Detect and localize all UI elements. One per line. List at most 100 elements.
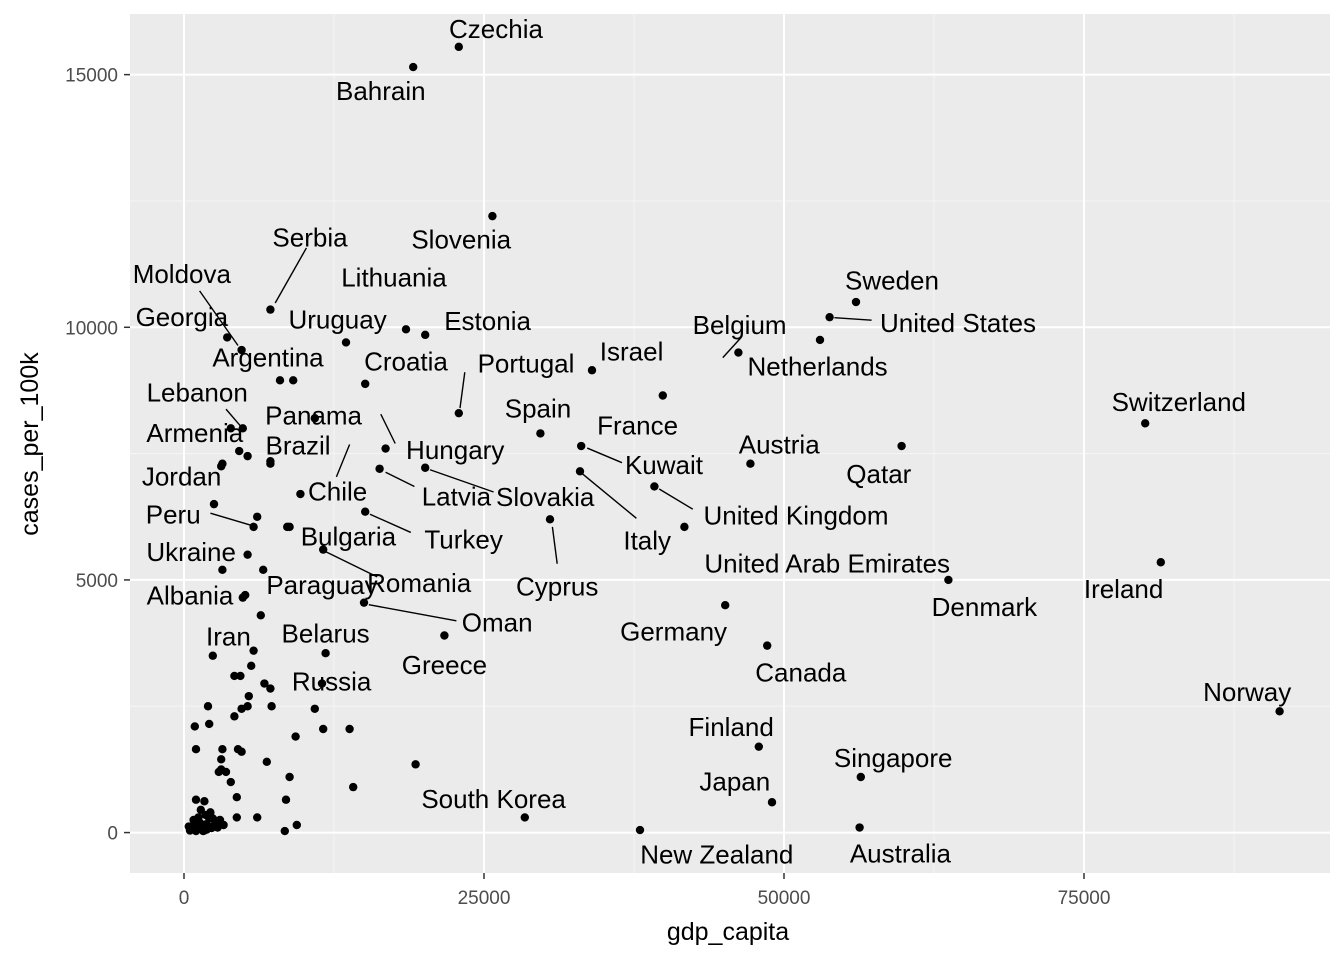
point-label: Lithuania — [341, 262, 447, 292]
data-point — [296, 489, 305, 499]
data-point — [212, 816, 221, 826]
data-point — [187, 825, 196, 834]
data-point — [319, 545, 328, 554]
grid-major — [130, 14, 1330, 873]
data-point — [281, 795, 291, 804]
point-label: Slovenia — [411, 224, 511, 254]
point-label: Hungary — [406, 435, 504, 465]
data-point — [221, 767, 231, 777]
data-point — [855, 823, 864, 832]
data-point — [256, 611, 265, 620]
data-point — [754, 742, 763, 751]
point-label: Albania — [147, 581, 234, 611]
point-label: South Korea — [421, 784, 566, 814]
data-point — [260, 679, 269, 688]
data-point — [292, 820, 301, 830]
data-point — [361, 379, 370, 389]
data-point — [209, 499, 219, 509]
point-label: Estonia — [444, 306, 531, 336]
data-point — [266, 684, 275, 693]
data-point — [658, 391, 667, 400]
data-point — [237, 345, 246, 355]
data-point — [243, 451, 252, 461]
data-point — [345, 724, 354, 734]
data-point — [319, 724, 328, 734]
label-segment — [325, 551, 378, 578]
point-label: Czechia — [449, 14, 543, 44]
label-segment — [199, 290, 239, 346]
point-label: Lebanon — [147, 377, 248, 407]
data-point — [310, 704, 319, 713]
point-label: New Zealand — [640, 839, 793, 869]
data-point — [440, 631, 449, 640]
data-point — [191, 795, 201, 804]
label-segment — [385, 471, 415, 488]
point-label: Qatar — [846, 459, 911, 489]
data-point — [267, 702, 276, 711]
data-point — [575, 467, 585, 476]
data-point — [721, 600, 730, 610]
label-segment — [834, 316, 872, 321]
point-label: Bahrain — [336, 76, 426, 106]
x-axis-title: gdp_capita — [667, 918, 789, 946]
plot-panel — [130, 14, 1330, 873]
point-label: Germany — [620, 616, 727, 646]
data-point — [1156, 558, 1166, 567]
label-segment — [722, 337, 742, 359]
point-label: Chile — [308, 477, 367, 507]
y-tick-label: 10000 — [65, 318, 118, 339]
data-point — [226, 424, 235, 433]
data-point — [244, 691, 253, 701]
data-point — [200, 797, 209, 806]
data-point — [767, 798, 777, 807]
label-segment — [210, 512, 252, 527]
label-segment — [429, 469, 494, 493]
point-label: Peru — [146, 500, 201, 530]
data-points — [184, 42, 1284, 836]
data-point — [218, 565, 227, 575]
y-tick-label: 0 — [107, 824, 118, 845]
data-point — [897, 441, 906, 451]
data-point — [235, 446, 244, 456]
data-point — [226, 777, 235, 787]
point-label: Netherlands — [747, 352, 887, 382]
point-label: Spain — [505, 394, 572, 424]
data-point — [200, 826, 209, 835]
data-point — [232, 813, 241, 822]
point-label: Singapore — [834, 743, 953, 773]
point-label: Russia — [292, 666, 372, 696]
label-segment — [335, 444, 351, 478]
data-point — [241, 590, 250, 600]
data-point — [190, 722, 199, 731]
data-point — [203, 702, 213, 711]
data-point — [520, 813, 529, 822]
data-point — [191, 745, 201, 754]
data-point — [359, 598, 369, 607]
data-point — [746, 459, 755, 468]
data-point — [230, 671, 239, 681]
label-segment — [369, 513, 412, 534]
data-point — [285, 772, 294, 782]
point-label: Norway — [1203, 677, 1291, 707]
point-label: Finland — [689, 712, 774, 742]
data-point — [243, 702, 252, 711]
point-label: Japan — [699, 767, 770, 797]
label-segment — [459, 372, 466, 409]
x-tick-label: 0 — [179, 888, 190, 909]
data-point — [317, 679, 327, 688]
data-point — [680, 522, 689, 532]
point-label: Denmark — [932, 592, 1038, 622]
x-axis-ticks: 0 25000 50000 75000 — [179, 873, 1110, 909]
data-point — [223, 333, 232, 342]
data-point — [341, 338, 351, 347]
label-segment — [225, 408, 243, 428]
point-label: United Kingdom — [704, 500, 889, 530]
grid-minor — [130, 14, 1330, 873]
point-labels: Czechia Bahrain Slovenia Serbia Moldova Lithu… — [133, 14, 1292, 869]
point-label: Cyprus — [516, 571, 598, 601]
data-point — [217, 755, 226, 764]
point-label: Belgium — [693, 310, 787, 340]
data-point — [285, 522, 294, 532]
data-point — [763, 641, 772, 650]
point-label: Croatia — [364, 347, 448, 377]
